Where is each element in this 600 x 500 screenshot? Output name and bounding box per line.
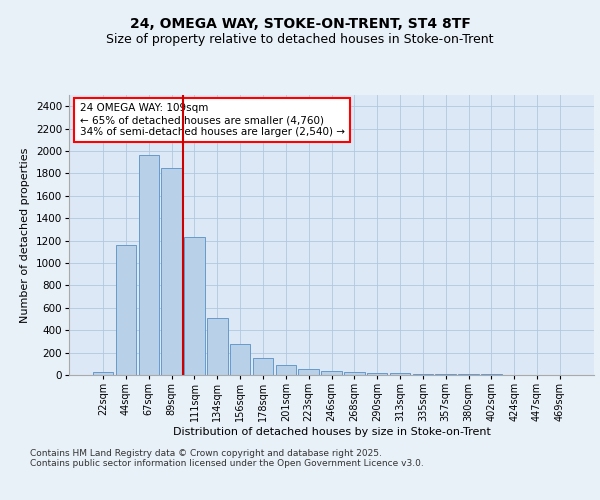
X-axis label: Distribution of detached houses by size in Stoke-on-Trent: Distribution of detached houses by size …: [173, 427, 490, 437]
Bar: [413, 374, 433, 375]
Bar: [184, 237, 205, 375]
Bar: [344, 372, 365, 375]
Bar: [93, 372, 113, 375]
Text: 24 OMEGA WAY: 109sqm
← 65% of detached houses are smaller (4,760)
34% of semi-de: 24 OMEGA WAY: 109sqm ← 65% of detached h…: [79, 104, 344, 136]
Bar: [298, 370, 319, 375]
Bar: [230, 344, 250, 375]
Bar: [207, 318, 227, 375]
Text: Contains HM Land Registry data © Crown copyright and database right 2025.: Contains HM Land Registry data © Crown c…: [30, 448, 382, 458]
Bar: [458, 374, 479, 375]
Y-axis label: Number of detached properties: Number of detached properties: [20, 148, 30, 322]
Text: Contains public sector information licensed under the Open Government Licence v3: Contains public sector information licen…: [30, 458, 424, 468]
Bar: [390, 374, 410, 375]
Bar: [139, 156, 159, 375]
Bar: [321, 370, 342, 375]
Bar: [116, 245, 136, 375]
Bar: [436, 374, 456, 375]
Text: 24, OMEGA WAY, STOKE-ON-TRENT, ST4 8TF: 24, OMEGA WAY, STOKE-ON-TRENT, ST4 8TF: [130, 18, 470, 32]
Bar: [253, 358, 273, 375]
Bar: [161, 168, 182, 375]
Bar: [367, 374, 388, 375]
Text: Size of property relative to detached houses in Stoke-on-Trent: Size of property relative to detached ho…: [106, 32, 494, 46]
Bar: [275, 365, 296, 375]
Bar: [481, 374, 502, 375]
